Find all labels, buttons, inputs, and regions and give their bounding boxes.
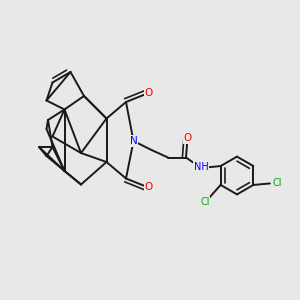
Text: Cl: Cl (273, 178, 282, 188)
Text: O: O (144, 182, 153, 193)
Text: O: O (144, 88, 153, 98)
Text: NH: NH (194, 161, 208, 172)
Text: O: O (183, 133, 192, 143)
Text: Cl: Cl (200, 197, 210, 207)
Text: N: N (130, 136, 137, 146)
